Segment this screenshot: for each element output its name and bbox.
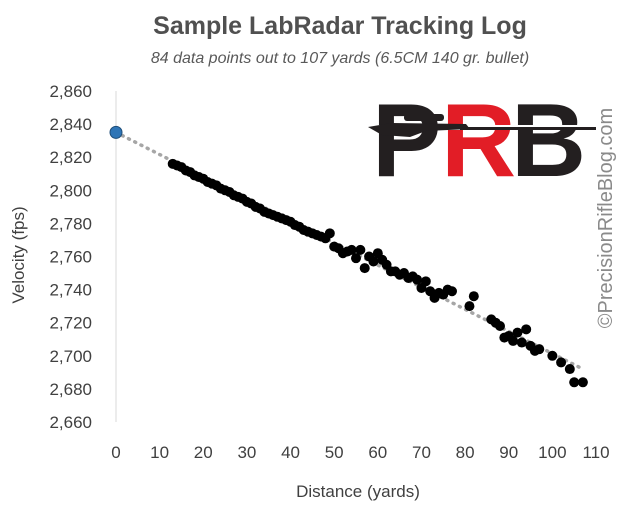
x-tick-label: 70	[412, 443, 431, 462]
copyright-watermark: ©PrecisionRifleBlog.com	[595, 108, 617, 328]
x-tick-label: 50	[325, 443, 344, 462]
y-tick-label: 2,820	[49, 148, 92, 167]
y-tick-label: 2,700	[49, 347, 92, 366]
data-point	[556, 357, 567, 368]
muzzle-velocity-point	[109, 125, 123, 139]
data-point	[359, 263, 370, 274]
data-point	[468, 291, 479, 302]
data-point	[412, 274, 423, 285]
x-tick-label: 90	[499, 443, 518, 462]
chart-title: Sample LabRadar Tracking Log	[153, 12, 527, 40]
y-tick-label: 2,720	[49, 314, 92, 333]
data-point	[447, 286, 457, 297]
data-point	[521, 324, 532, 335]
y-tick-label: 2,800	[49, 181, 92, 200]
data-point	[420, 276, 431, 287]
data-point	[534, 344, 545, 355]
x-tick-label: 30	[237, 443, 256, 462]
data-point	[508, 335, 519, 346]
x-tick-label: 20	[194, 443, 213, 462]
x-tick-label: 100	[538, 443, 566, 462]
x-tick-label: 110	[582, 443, 609, 462]
x-axis-label: Distance (yards)	[296, 482, 420, 501]
x-tick-label: 10	[150, 443, 169, 462]
x-tick-label: 0	[111, 443, 120, 462]
y-tick-label: 2,680	[49, 380, 92, 399]
x-tick-label: 80	[456, 443, 475, 462]
y-tick-labels: 2,660 2,680 2,700 2,720 2,740 2,760 2,780 2,800…	[49, 82, 92, 432]
data-point	[564, 364, 575, 375]
x-tick-label: 40	[281, 443, 300, 462]
data-point	[547, 350, 558, 361]
data-points	[167, 158, 588, 388]
data-point	[495, 321, 505, 332]
data-point	[351, 253, 361, 264]
y-tick-label: 2,860	[49, 82, 92, 101]
prb-logo: P R B	[368, 83, 596, 199]
data-point	[464, 301, 475, 312]
logo-letter-r: R	[441, 83, 516, 199]
logo-letter-b: B	[511, 83, 586, 199]
data-point	[577, 377, 588, 388]
x-tick-label: 60	[368, 443, 387, 462]
y-tick-label: 2,740	[49, 281, 92, 300]
data-point	[512, 327, 523, 338]
data-point	[368, 256, 379, 267]
chart-subtitle: 84 data points out to 107 yards (6.5CM 1…	[151, 50, 529, 67]
y-axis-label: Velocity (fps)	[9, 206, 28, 303]
data-point	[355, 244, 366, 255]
y-tick-label: 2,760	[49, 248, 92, 267]
data-point	[346, 244, 357, 255]
y-tick-label: 2,780	[49, 214, 92, 233]
logo-letter-p: P	[372, 83, 441, 199]
data-point	[516, 337, 527, 348]
x-tick-labels: 0 10 20 30 40 50 60 70 80 90 100 110	[111, 443, 609, 462]
data-point	[569, 377, 580, 388]
y-tick-label: 2,660	[49, 413, 92, 432]
rifle-silhouette-icon	[368, 114, 596, 137]
y-tick-label: 2,840	[49, 115, 92, 134]
data-point	[324, 228, 335, 239]
